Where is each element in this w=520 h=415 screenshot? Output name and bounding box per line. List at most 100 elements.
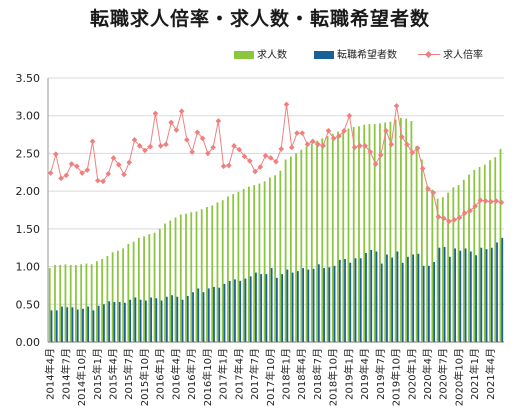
bar-applicants [50, 310, 53, 342]
point-ratio [100, 178, 106, 185]
bar-applicants [186, 295, 189, 342]
bar-applicants [469, 251, 472, 342]
bar-jobs [116, 250, 119, 342]
bar-applicants [71, 307, 74, 342]
legend-swatch-jobs [234, 51, 254, 59]
bar-jobs [331, 133, 334, 342]
point-ratio [419, 165, 426, 172]
bar-jobs [85, 263, 88, 342]
point-ratio [488, 198, 494, 205]
bar-applicants [475, 255, 477, 342]
bar-jobs [221, 200, 224, 342]
bar-applicants [207, 288, 210, 342]
point-ratio [73, 163, 80, 170]
bar-jobs [111, 252, 114, 342]
point-ratio [79, 170, 85, 176]
bar-jobs [436, 198, 439, 342]
point-ratio [309, 138, 316, 145]
point-ratio [231, 143, 237, 149]
point-ratio [288, 144, 295, 151]
point-ratio [393, 103, 400, 109]
bar-applicants [144, 300, 147, 342]
point-ratio [388, 141, 395, 148]
x-tick-label: 2018年7月 [311, 348, 324, 400]
bar-jobs [75, 265, 77, 342]
bar-applicants [417, 253, 420, 342]
bar-applicants [365, 252, 367, 342]
point-ratio [257, 164, 264, 170]
bar-jobs [200, 209, 203, 342]
x-tick-label: 2020年7月 [437, 348, 450, 400]
legend-label-applicants: 転職希望者数 [337, 50, 397, 61]
bar-applicants [281, 274, 284, 342]
x-tick-label: 2018年1月 [279, 348, 292, 400]
x-tick-label: 2021年1月 [468, 348, 481, 400]
x-tick-label: 2015年7月 [122, 348, 135, 400]
bar-jobs [384, 122, 387, 342]
bar-applicants [317, 264, 320, 342]
legend-item-jobs: 求人数 [234, 46, 287, 61]
bar-jobs [258, 183, 261, 342]
bar-applicants [82, 308, 84, 342]
bar-jobs [489, 160, 491, 342]
bar-jobs [431, 189, 434, 342]
bar-applicants [276, 277, 278, 342]
legend-label-jobs: 求人数 [257, 50, 287, 61]
bar-jobs [153, 232, 156, 342]
bar-applicants [307, 269, 310, 342]
bar-applicants [480, 247, 483, 342]
bar-applicants [349, 262, 352, 342]
point-ratio [68, 161, 75, 167]
bar-applicants [108, 301, 111, 342]
bar-jobs [137, 237, 140, 342]
y-tick-label: 3.50 [16, 72, 41, 85]
point-ratio [63, 172, 70, 179]
point-ratio [262, 152, 269, 159]
bar-applicants [97, 305, 100, 342]
bar-applicants [176, 296, 179, 342]
point-ratio [126, 159, 133, 166]
point-ratio [115, 161, 122, 168]
point-ratio [367, 149, 374, 155]
bar-applicants [422, 265, 425, 342]
bar-jobs [389, 121, 392, 343]
bar-jobs [164, 223, 166, 342]
bar-jobs [263, 181, 266, 342]
point-ratio [320, 143, 327, 149]
bar-applicants [485, 249, 488, 342]
bar-applicants [438, 247, 441, 342]
bar-jobs [352, 127, 355, 343]
point-ratio [157, 143, 164, 149]
point-ratio [351, 144, 358, 151]
point-ratio [173, 127, 180, 133]
bar-applicants [370, 249, 373, 342]
point-ratio [210, 144, 216, 151]
point-ratio [168, 119, 175, 126]
bar-jobs [174, 217, 177, 342]
x-tick-label: 2018年4月 [295, 348, 308, 400]
point-ratio [461, 210, 468, 216]
bar-jobs [179, 214, 182, 342]
bar-jobs [478, 167, 481, 342]
bar-applicants [129, 299, 132, 342]
chart-title: 転職求人倍率・求人数・転職希望者数 [89, 8, 430, 30]
bar-applicants [496, 242, 498, 342]
point-ratio [425, 186, 431, 192]
bar-jobs [483, 164, 486, 342]
x-tick-label: 2020年10月 [452, 348, 465, 406]
point-ratio [472, 203, 479, 210]
point-ratio [121, 171, 127, 178]
bar-jobs [195, 211, 198, 342]
bar-jobs [101, 259, 104, 342]
bar-jobs [300, 149, 303, 342]
bar-applicants [124, 302, 126, 342]
bar-jobs [59, 265, 62, 342]
bar-applicants [234, 279, 236, 342]
legend-swatch-ratio [418, 50, 440, 60]
bar-jobs [90, 264, 93, 342]
bar-jobs [321, 138, 324, 342]
bar-applicants [386, 254, 388, 342]
bar-applicants [412, 254, 415, 342]
x-tick-label: 2014年4月 [44, 348, 57, 400]
